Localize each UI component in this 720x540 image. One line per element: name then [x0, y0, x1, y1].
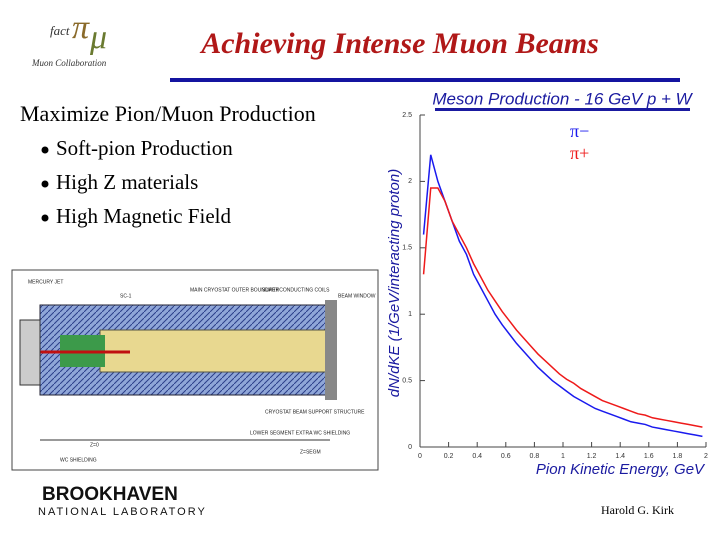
y-axis-label: dN/dKE (1/GeV/interacting proton): [386, 169, 403, 397]
y-tick-label: 1: [408, 311, 412, 318]
y-tick-label: 2: [408, 178, 412, 185]
drawing-label: Z=SEGM: [300, 449, 321, 455]
y-tick-label: 0.5: [402, 377, 412, 384]
x-tick-label: 0.8: [530, 453, 540, 460]
x-tick-label: 1.4: [615, 453, 625, 460]
logo: fact π μ Muon Collaboration: [31, 9, 107, 68]
bullet-dot: [41, 146, 49, 154]
bullet: High Magnetic Field: [56, 204, 231, 228]
x-axis-label: Pion Kinetic Energy, GeV: [536, 461, 706, 478]
drawing-label: BEAM WINDOW: [338, 293, 376, 299]
title: Achieving Intense Muon Beams: [199, 27, 599, 60]
drawing-label: SUPERCONDUCTING COILS: [262, 287, 330, 293]
drawing-label: Z=0: [90, 442, 99, 448]
x-tick-label: 1: [561, 453, 565, 460]
lab-name: BROOKHAVEN: [42, 484, 178, 505]
x-tick-label: 0.2: [444, 453, 454, 460]
end-plate: [19, 319, 41, 386]
drawing-labels: MERCURY JET SC-1 MAIN CRYOSTAT OUTER BOUND…: [28, 279, 376, 463]
bullet-dot: [41, 180, 49, 188]
drawing-label: LOWER SEGMENT EXTRA WC SHIELDING: [250, 430, 350, 436]
x-tick-label: 1.6: [644, 453, 654, 460]
series-line: [422, 187, 703, 428]
bullet-list: Soft-pion Production High Z materials High…: [41, 136, 233, 228]
drawing-label: MERCURY JET: [28, 279, 63, 285]
drawing-label: SC-1: [120, 293, 132, 299]
bullet: Soft-pion Production: [56, 136, 233, 160]
legend-entry: π−: [570, 121, 589, 141]
flange: [325, 300, 337, 400]
lab-sub: NATIONAL LABORATORY: [38, 506, 207, 518]
heading: Maximize Pion/Muon Production: [20, 101, 316, 126]
logo-glyph: μ: [89, 19, 107, 56]
y-tick-label: 2.5: [402, 112, 412, 119]
x-tick-label: 1.8: [673, 453, 683, 460]
logo-glyph: π: [72, 9, 90, 46]
author: Harold G. Kirk: [601, 503, 674, 517]
x-tick-label: 0.4: [472, 453, 482, 460]
drawing-label: MAIN CRYOSTAT OUTER BOUNDARY: [190, 287, 279, 293]
drawing-label: WC SHIELDING: [60, 457, 97, 463]
logo-text: fact: [50, 23, 70, 38]
chart-title-rule: [435, 108, 690, 111]
chart: 0 0.5 1 1.5 2 2.5 0 0.2 0.4 0.6 0.8 1 1.2 1.4 1.6 1.8 2 π…: [402, 112, 708, 460]
bullet-dot: [41, 214, 49, 222]
chart-bg: [383, 110, 718, 490]
drawing: [11, 269, 379, 471]
x-tick-label: 0: [418, 453, 422, 460]
x-tick-label: 2: [704, 453, 708, 460]
series-line: [422, 154, 703, 438]
chart-title: Meson Production - 16 GeV p + W: [432, 89, 693, 108]
bullet: High Z materials: [56, 170, 198, 194]
x-tick-label: 0.6: [501, 453, 511, 460]
logo-caption: Muon Collaboration: [31, 58, 107, 68]
x-tick-label: 1.2: [587, 453, 597, 460]
coil: [99, 329, 331, 373]
y-tick-label: 0: [408, 444, 412, 451]
drawing-label: CRYOSTAT BEAM SUPPORT STRUCTURE: [265, 409, 365, 415]
y-tick-label: 1.5: [402, 245, 412, 252]
title-rule: [170, 78, 680, 82]
legend-entry: π+: [570, 143, 589, 163]
